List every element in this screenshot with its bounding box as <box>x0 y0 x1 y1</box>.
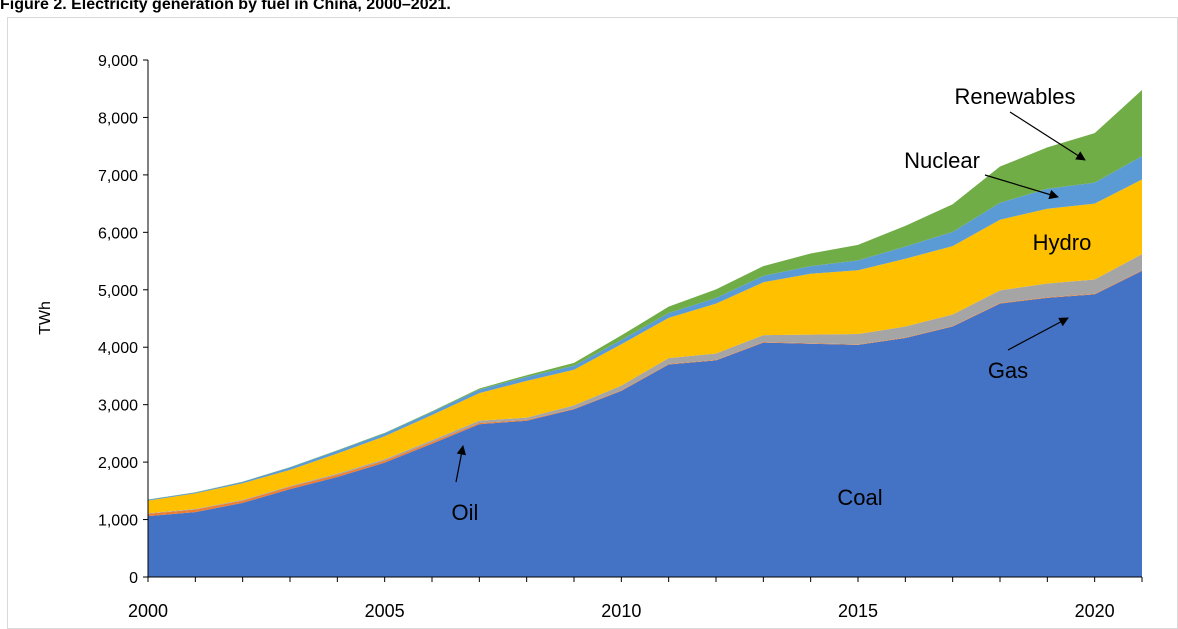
chart-title: Figure 2. Electricity generation by fuel… <box>0 0 451 13</box>
x-tick-label: 2020 <box>1075 601 1115 621</box>
x-tick-label: 2005 <box>365 601 405 621</box>
annotation: Coal <box>837 485 882 510</box>
annotation: Oil <box>452 500 479 525</box>
annotation: Hydro <box>1033 230 1092 255</box>
annotation-arrow <box>1009 111 1086 161</box>
area <box>148 270 1142 577</box>
x-tick-label: 2015 <box>838 601 878 621</box>
y-tick-label: 2,000 <box>98 455 138 472</box>
annotation-arrow <box>1007 317 1069 351</box>
y-axis-label: TWh <box>37 301 54 335</box>
y-tick-label: 5,000 <box>98 283 138 300</box>
y-tick-label: 4,000 <box>98 340 138 357</box>
area <box>148 179 1142 514</box>
y-tick-label: 7,000 <box>98 168 138 185</box>
y-tick-label: 6,000 <box>98 225 138 242</box>
y-tick-label: 8,000 <box>98 110 138 127</box>
annotation: Renewables <box>954 84 1075 109</box>
annotation-arrow <box>455 445 467 483</box>
x-tick-label: 2010 <box>601 601 641 621</box>
y-tick-label: 0 <box>129 570 138 587</box>
x-tick-label: 2000 <box>128 601 168 621</box>
annotation: Gas <box>988 358 1028 383</box>
y-tick-label: 1,000 <box>98 513 138 530</box>
y-tick-label: 9,000 <box>98 53 138 70</box>
area <box>148 156 1142 501</box>
y-tick-label: 3,000 <box>98 398 138 415</box>
annotation-arrow <box>984 174 1059 200</box>
annotation: Nuclear <box>904 148 980 173</box>
